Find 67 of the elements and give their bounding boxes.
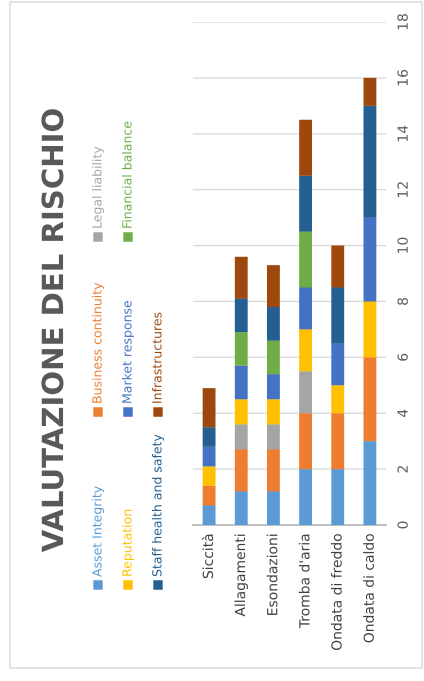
text: Market response [122, 300, 134, 403]
x-tick-label: Allagamenti [234, 534, 248, 616]
bar [266, 491, 280, 525]
text: VALUTAZIONE DEL RISCHIO [41, 109, 64, 552]
bar [202, 427, 216, 447]
text: Legal liability [92, 146, 104, 228]
bar [202, 466, 216, 486]
bar [234, 332, 248, 366]
bar [202, 388, 216, 428]
text: Asset Integrity [92, 486, 104, 577]
bar [331, 246, 344, 288]
y-tick-label: 12 [397, 182, 408, 197]
bar [202, 446, 216, 466]
bar [234, 424, 248, 450]
y-tick-label: 4 [398, 410, 408, 417]
bar [266, 265, 280, 308]
bar [266, 424, 280, 450]
bar [299, 232, 312, 288]
bar [202, 486, 216, 506]
x-tick-label: Siccità [202, 534, 214, 578]
text: Staff health and safety [152, 434, 164, 576]
y-tick-label: 6 [397, 354, 408, 361]
bar [299, 413, 312, 470]
bar [266, 340, 280, 374]
text: Business continuity [92, 282, 104, 403]
bar [266, 399, 280, 424]
bar [331, 469, 344, 525]
bar [363, 357, 376, 442]
bar [234, 256, 248, 299]
y-tick-label: 10 [397, 238, 408, 253]
bar [331, 385, 344, 414]
x-tick-label: Tromba d'aria [298, 534, 310, 628]
bar [331, 287, 344, 344]
text: Financial balance [122, 122, 132, 228]
bar [266, 307, 280, 341]
y-tick-label: 14 [398, 126, 408, 142]
y-tick-label: 0 [397, 522, 408, 529]
bar [234, 399, 248, 424]
text: Infrastructures [152, 312, 162, 403]
bar [266, 450, 280, 492]
bar [266, 374, 280, 400]
bar [331, 413, 344, 470]
bar [363, 78, 376, 106]
bar [299, 287, 312, 330]
bar [363, 301, 376, 358]
bar [363, 218, 376, 302]
bar [299, 469, 312, 525]
y-tick-label: 8 [397, 298, 408, 305]
bar [299, 329, 312, 372]
bar [299, 371, 312, 414]
bar [299, 176, 312, 232]
x-tick-label: Esondazioni [266, 534, 278, 615]
bar [234, 450, 248, 492]
bar [202, 505, 216, 525]
x-tick-label: Ondata di freddo [331, 534, 342, 650]
text: Reputation [122, 510, 134, 576]
bar [363, 441, 376, 525]
x-tick-label: Ondata di caldo [363, 534, 374, 642]
bar [299, 120, 312, 176]
bar [331, 343, 344, 386]
bar [234, 298, 248, 332]
y-tick-label: 16 [397, 70, 408, 86]
bar [363, 106, 376, 218]
y-tick-label: 18 [397, 14, 408, 30]
bar [234, 366, 248, 400]
bar [234, 491, 248, 525]
y-tick-label: 2 [397, 466, 408, 473]
